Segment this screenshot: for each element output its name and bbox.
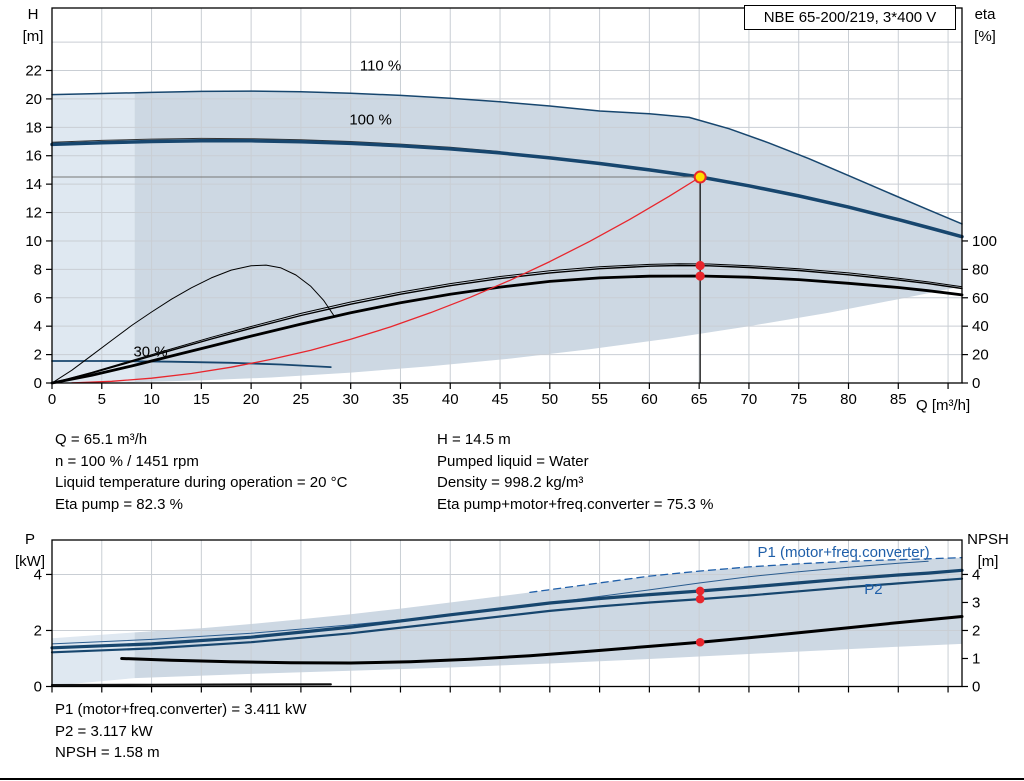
svg-text:12: 12 bbox=[25, 205, 42, 222]
svg-text:100: 100 bbox=[972, 233, 997, 250]
svg-text:8: 8 bbox=[34, 261, 42, 278]
svg-text:20: 20 bbox=[243, 391, 260, 408]
eta-axis-label-unit: [%] bbox=[974, 28, 996, 45]
readout-density: Density = 998.2 kg/m³ bbox=[437, 474, 584, 491]
svg-text:20: 20 bbox=[25, 91, 42, 108]
npsh-axis-label-unit: [m] bbox=[977, 553, 999, 570]
svg-text:65: 65 bbox=[691, 391, 708, 408]
svg-text:P2: P2 bbox=[864, 581, 882, 598]
svg-text:1: 1 bbox=[972, 650, 980, 667]
readout-head: H = 14.5 m bbox=[437, 431, 511, 448]
readout-speed: n = 100 % / 1451 rpm bbox=[55, 452, 199, 470]
svg-text:75: 75 bbox=[790, 391, 807, 408]
readout-npsh: NPSH = 1.58 m bbox=[55, 744, 160, 761]
svg-text:10: 10 bbox=[143, 391, 160, 408]
h-axis-label: H [m] bbox=[15, 4, 51, 48]
svg-text:6: 6 bbox=[34, 290, 42, 307]
readout-eta-total: Eta pump+motor+freq.converter = 75.3 % bbox=[437, 495, 714, 513]
svg-text:35: 35 bbox=[392, 391, 409, 408]
svg-text:40: 40 bbox=[972, 318, 989, 335]
svg-text:30: 30 bbox=[342, 391, 359, 408]
q-axis-label: Q [m³/h] bbox=[916, 397, 971, 414]
svg-text:5: 5 bbox=[98, 391, 106, 408]
svg-text:18: 18 bbox=[25, 119, 42, 136]
p-axis-label-unit: [kW] bbox=[15, 553, 45, 570]
readout-p1: P1 (motor+freq.converter) = 3.411 kW bbox=[55, 701, 307, 718]
svg-text:P1 (motor+freq.converter): P1 (motor+freq.converter) bbox=[757, 544, 929, 561]
svg-text:20: 20 bbox=[972, 347, 989, 364]
npsh-axis-label-symbol: NPSH bbox=[967, 531, 1009, 548]
svg-text:55: 55 bbox=[591, 391, 608, 408]
svg-text:85: 85 bbox=[890, 391, 907, 408]
readout-flow: Q = 65.1 m³/h bbox=[55, 431, 148, 448]
p-axis-label: P [kW] bbox=[8, 529, 52, 573]
readout-pumped-liquid: Pumped liquid = Water bbox=[437, 452, 589, 470]
npsh-axis-label: NPSH [m] bbox=[960, 529, 1016, 573]
svg-text:40: 40 bbox=[442, 391, 459, 408]
readout-eta-pump: Eta pump = 82.3 % bbox=[55, 495, 183, 513]
svg-text:60: 60 bbox=[641, 391, 658, 408]
p-axis-label-symbol: P bbox=[24, 531, 35, 548]
eta-axis-label-symbol: eta bbox=[974, 6, 996, 23]
power-npsh-chart[interactable]: 0 2 4 0 1 2 3 4 P1 (motor+freq.converter) P2 bbox=[0, 525, 1024, 705]
svg-text:0: 0 bbox=[972, 679, 980, 696]
svg-text:14: 14 bbox=[25, 176, 42, 193]
duty-readouts-left: Q = 65.1 m³/h n = 100 % / 1451 rpm Liqui… bbox=[55, 429, 347, 515]
svg-text:80: 80 bbox=[972, 261, 989, 278]
pump-type-box: NBE 65-200/219, 3*400 V bbox=[744, 5, 956, 30]
svg-text:25: 25 bbox=[293, 391, 310, 408]
svg-text:0: 0 bbox=[972, 375, 980, 392]
eta-axis-label: eta [%] bbox=[962, 4, 1008, 48]
svg-text:30 %: 30 % bbox=[133, 344, 167, 361]
svg-text:110 %: 110 % bbox=[360, 58, 401, 75]
svg-text:2: 2 bbox=[34, 622, 42, 639]
h-axis-label-symbol: H bbox=[27, 6, 39, 23]
svg-text:80: 80 bbox=[840, 391, 857, 408]
svg-text:50: 50 bbox=[541, 391, 558, 408]
svg-text:2: 2 bbox=[972, 622, 980, 639]
svg-text:0: 0 bbox=[34, 679, 42, 696]
pump-type-label: NBE 65-200/219, 3*400 V bbox=[763, 9, 937, 26]
svg-text:22: 22 bbox=[25, 63, 42, 80]
svg-text:60: 60 bbox=[972, 290, 989, 307]
h-axis-label-unit: [m] bbox=[22, 28, 44, 45]
svg-text:0: 0 bbox=[48, 391, 56, 408]
svg-text:0: 0 bbox=[34, 375, 42, 392]
readout-liquid-temperature: Liquid temperature during operation = 20… bbox=[55, 474, 348, 491]
svg-text:3: 3 bbox=[972, 594, 980, 611]
qh-chart[interactable]: 0 2 4 6 8 10 12 14 16 18 20 22 0 20 40 60 80 100 0 5 10 15 20 2… bbox=[0, 0, 1024, 420]
svg-text:45: 45 bbox=[492, 391, 509, 408]
svg-text:4: 4 bbox=[34, 318, 42, 335]
power-readouts: P1 (motor+freq.converter) = 3.411 kW P2 … bbox=[55, 699, 307, 764]
svg-text:16: 16 bbox=[25, 148, 42, 165]
svg-text:4: 4 bbox=[34, 566, 42, 583]
svg-text:4: 4 bbox=[972, 566, 980, 583]
page-bottom-border bbox=[0, 778, 1024, 780]
readout-p2: P2 = 3.117 kW bbox=[55, 722, 153, 740]
svg-text:70: 70 bbox=[741, 391, 758, 408]
svg-text:2: 2 bbox=[34, 347, 42, 364]
svg-text:10: 10 bbox=[25, 233, 42, 250]
svg-text:15: 15 bbox=[193, 391, 210, 408]
svg-text:100 %: 100 % bbox=[349, 111, 392, 128]
duty-readouts-right: H = 14.5 m Pumped liquid = Water Density… bbox=[437, 429, 713, 515]
